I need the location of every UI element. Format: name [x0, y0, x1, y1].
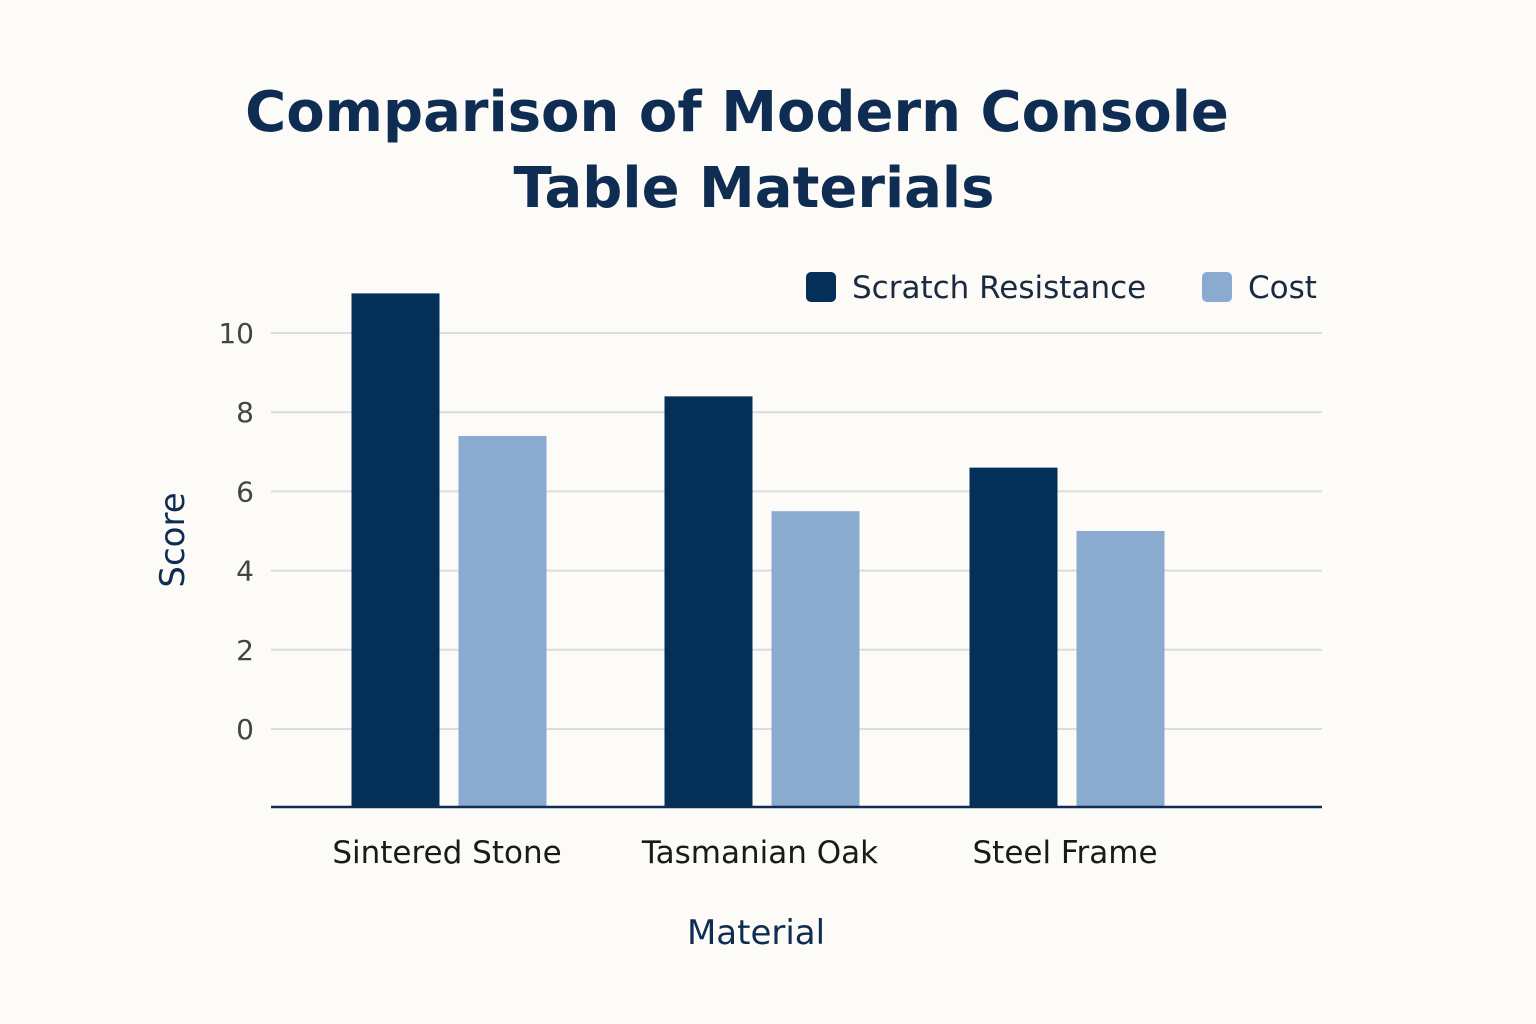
- chart-title-line-1: Comparison of Modern Console: [245, 80, 1229, 145]
- y-tick-10: 10: [218, 317, 254, 350]
- bars: [351, 293, 1165, 807]
- y-tick-8: 8: [236, 396, 254, 429]
- bar-sintered-stone-scratch-resistance: [351, 293, 440, 807]
- x-axis-label: Material: [687, 913, 825, 953]
- bar-steel-frame-cost: [1076, 531, 1165, 807]
- x-tick-labels: Sintered Stone Tasmanian Oak Steel Frame: [332, 835, 1157, 871]
- legend-swatch-scratch-resistance: [806, 272, 836, 302]
- x-tick-sintered-stone: Sintered Stone: [332, 835, 561, 871]
- chart-title-line-2: Table Materials: [514, 156, 995, 221]
- y-tick-labels: 0 2 4 6 8 10: [218, 317, 254, 746]
- y-tick-0: 0: [236, 713, 254, 746]
- legend-swatch-cost: [1202, 272, 1232, 302]
- y-tick-2: 2: [236, 634, 254, 667]
- bar-tasmanian-oak-scratch-resistance: [664, 396, 753, 807]
- y-axis-label: Score: [153, 492, 193, 587]
- x-tick-steel-frame: Steel Frame: [972, 835, 1157, 871]
- y-tick-4: 4: [236, 555, 254, 588]
- bar-sintered-stone-cost: [458, 435, 547, 807]
- legend-label-cost: Cost: [1248, 270, 1317, 306]
- y-tick-6: 6: [236, 475, 254, 508]
- legend-label-scratch-resistance: Scratch Resistance: [852, 270, 1146, 306]
- x-tick-tasmanian-oak: Tasmanian Oak: [641, 835, 878, 871]
- bar-steel-frame-scratch-resistance: [969, 467, 1058, 807]
- legend: Scratch Resistance Cost: [806, 270, 1317, 306]
- bar-tasmanian-oak-cost: [771, 511, 860, 807]
